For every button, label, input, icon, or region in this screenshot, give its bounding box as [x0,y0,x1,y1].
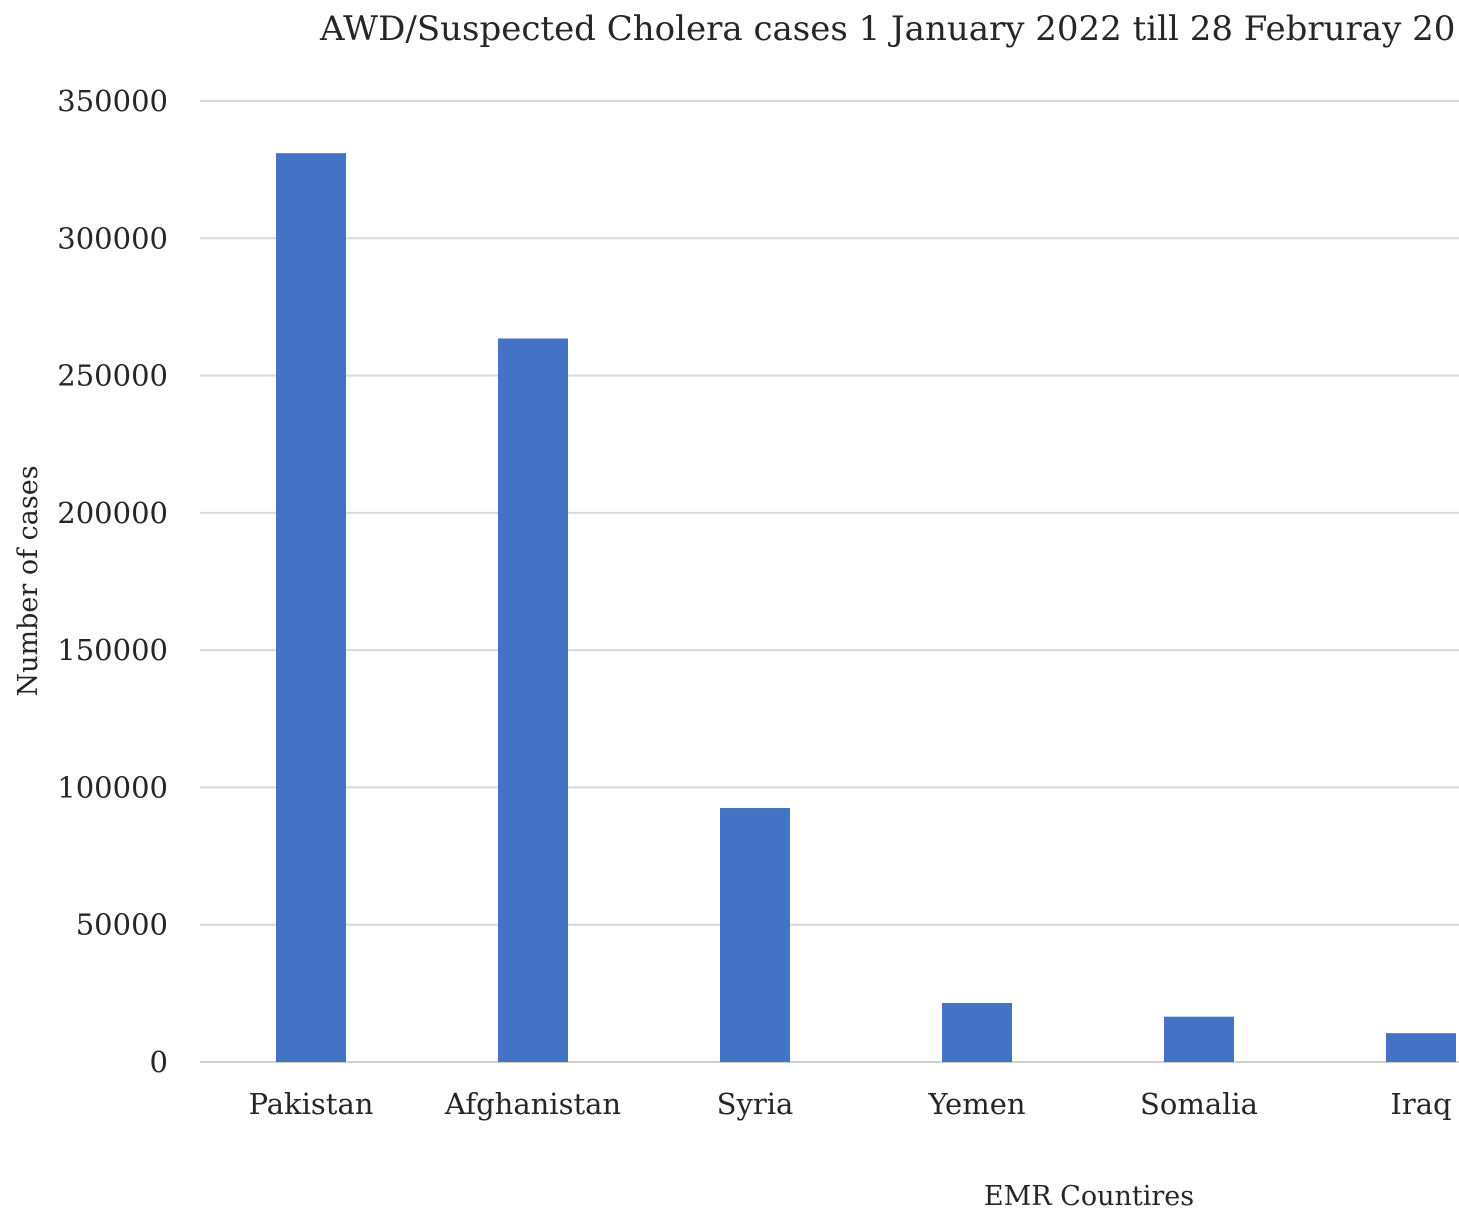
x-tick-label-somalia: Somalia [1140,1087,1258,1121]
bar-afghanistan [498,338,568,1062]
bar-somalia [1164,1016,1234,1062]
y-tick-label: 100000 [57,770,168,804]
y-axis-label: Number of cases [13,465,44,696]
y-tick-label: 0 [150,1045,168,1079]
x-tick-label-yemen: Yemen [927,1087,1025,1121]
bars [276,153,1456,1062]
x-axis-ticks: Pakistan Afghanistan Syria Yemen Somalia Iraq [249,1087,1452,1121]
gridlines [200,100,1459,1063]
y-tick-label: 150000 [57,633,168,667]
y-tick-label: 250000 [57,359,168,393]
y-tick-label: 50000 [76,908,168,942]
x-tick-label-iraq: Iraq [1390,1087,1451,1121]
y-tick-label: 350000 [57,84,168,118]
y-tick-label: 300000 [57,221,168,255]
x-tick-label-syria: Syria [717,1087,794,1121]
y-tick-label: 200000 [57,496,168,530]
x-axis-label: EMR Countires [984,1181,1194,1212]
chart-title: AWD/Suspected Cholera cases 1 January 20… [319,9,1455,49]
x-tick-label-afghanistan: Afghanistan [444,1087,621,1121]
bar-pakistan [276,153,346,1062]
bar-yemen [942,1002,1012,1062]
x-tick-label-pakistan: Pakistan [249,1087,374,1121]
bar-syria [720,808,790,1062]
bar-iraq [1386,1033,1456,1062]
y-axis-ticks: 0 50000 100000 150000 200000 250000 300000 3500… [57,84,168,1079]
